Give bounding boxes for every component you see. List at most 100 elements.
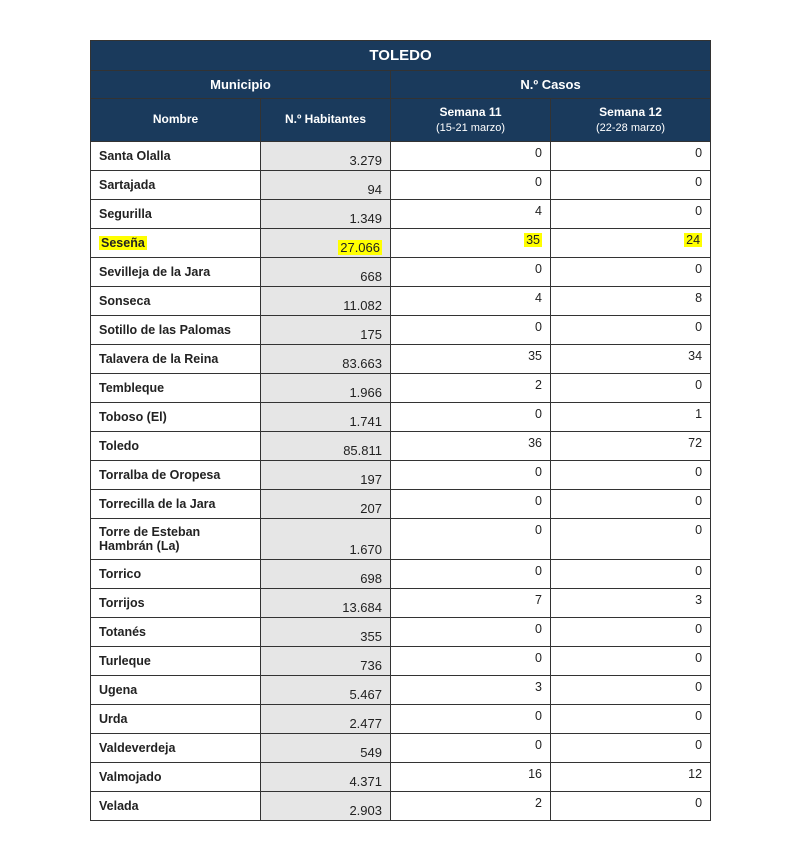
semana12-value: 0 — [695, 523, 702, 537]
table-row: Tembleque1.96620 — [91, 373, 711, 402]
table-row: Ugena5.46730 — [91, 675, 711, 704]
cell-habitantes: 698 — [261, 559, 391, 588]
cell-semana12: 3 — [551, 588, 711, 617]
semana11-value: 0 — [535, 564, 542, 578]
cell-nombre: Torrecilla de la Jara — [91, 489, 261, 518]
cell-nombre: Torrijos — [91, 588, 261, 617]
cell-semana11: 0 — [391, 460, 551, 489]
semana12-value: 0 — [695, 622, 702, 636]
cell-semana11: 0 — [391, 704, 551, 733]
habitantes-value: 5.467 — [349, 687, 382, 702]
habitantes-value: 175 — [360, 327, 382, 342]
semana12-value: 1 — [695, 407, 702, 421]
cell-semana12: 0 — [551, 199, 711, 228]
cell-nombre: Torre de Esteban Hambrán (La) — [91, 518, 261, 559]
semana12-value: 34 — [688, 349, 702, 363]
cell-semana12: 0 — [551, 733, 711, 762]
nombre-text: Urda — [99, 712, 127, 726]
table-row: Sonseca11.08248 — [91, 286, 711, 315]
col-header-semana12-range: (22-28 marzo) — [555, 121, 706, 135]
semana12-value: 0 — [695, 680, 702, 694]
cell-nombre: Seseña — [91, 228, 261, 257]
cell-nombre: Sonseca — [91, 286, 261, 315]
semana12-value: 0 — [695, 738, 702, 752]
cell-nombre: Turleque — [91, 646, 261, 675]
cell-nombre: Talavera de la Reina — [91, 344, 261, 373]
nombre-text: Segurilla — [99, 207, 152, 221]
nombre-text: Torrijos — [99, 596, 145, 610]
habitantes-value: 13.684 — [342, 600, 382, 615]
nombre-text: Valdeverdeja — [99, 741, 175, 755]
cell-semana11: 2 — [391, 791, 551, 820]
cell-habitantes: 2.477 — [261, 704, 391, 733]
table-title: TOLEDO — [91, 41, 711, 71]
col-header-semana11: Semana 11 (15-21 marzo) — [391, 99, 551, 142]
habitantes-value: 668 — [360, 269, 382, 284]
col-header-semana11-top: Semana 11 — [439, 105, 501, 119]
nombre-text: Sonseca — [99, 294, 150, 308]
cell-semana11: 2 — [391, 373, 551, 402]
nombre-text: Tembleque — [99, 381, 164, 395]
cell-semana12: 8 — [551, 286, 711, 315]
semana12-value: 0 — [695, 651, 702, 665]
cell-semana11: 0 — [391, 489, 551, 518]
semana12-value: 0 — [695, 796, 702, 810]
semana12-value: 0 — [695, 175, 702, 189]
habitantes-value: 1.349 — [349, 211, 382, 226]
semana11-value: 0 — [535, 709, 542, 723]
semana11-value: 0 — [535, 262, 542, 276]
table-row: Torrecilla de la Jara20700 — [91, 489, 711, 518]
nombre-text: Talavera de la Reina — [99, 352, 218, 366]
cell-semana11: 35 — [391, 344, 551, 373]
semana11-value: 35 — [528, 349, 542, 363]
cell-semana12: 34 — [551, 344, 711, 373]
cell-habitantes: 85.811 — [261, 431, 391, 460]
semana12-value: 72 — [688, 436, 702, 450]
habitantes-value: 94 — [368, 182, 382, 197]
habitantes-value: 83.663 — [342, 356, 382, 371]
table-row: Sartajada9400 — [91, 170, 711, 199]
nombre-text: Sevilleja de la Jara — [99, 265, 210, 279]
cell-nombre: Valdeverdeja — [91, 733, 261, 762]
nombre-text: Torrecilla de la Jara — [99, 497, 216, 511]
table-row: Toboso (El)1.74101 — [91, 402, 711, 431]
semana12-value: 0 — [695, 564, 702, 578]
habitantes-value: 1.741 — [349, 414, 382, 429]
table-row: Talavera de la Reina 83.663 35 34 — [91, 344, 711, 373]
cell-nombre: Sotillo de las Palomas — [91, 315, 261, 344]
nombre-text: Toledo — [99, 439, 139, 453]
nombre-text: Velada — [99, 799, 139, 813]
group-header-casos: N.º Casos — [391, 71, 711, 99]
cell-semana11: 0 — [391, 257, 551, 286]
cell-nombre: Torrico — [91, 559, 261, 588]
group-header-municipio: Municipio — [91, 71, 391, 99]
semana11-value: 2 — [535, 378, 542, 392]
cell-semana12: 0 — [551, 704, 711, 733]
cell-semana11: 0 — [391, 141, 551, 170]
semana12-value: 0 — [695, 146, 702, 160]
cell-nombre: Velada — [91, 791, 261, 820]
semana12-value: 12 — [688, 767, 702, 781]
table-row: Velada2.90320 — [91, 791, 711, 820]
nombre-text: Valmojado — [99, 770, 162, 784]
habitantes-value: 11.082 — [343, 298, 382, 313]
cell-habitantes: 1.670 — [261, 518, 391, 559]
cell-nombre: Segurilla — [91, 199, 261, 228]
nombre-text: Seseña — [99, 236, 147, 250]
table-row: Turleque73600 — [91, 646, 711, 675]
nombre-text: Totanés — [99, 625, 146, 639]
cell-habitantes: 1.966 — [261, 373, 391, 402]
cell-nombre: Totanés — [91, 617, 261, 646]
table-row: Santa Olalla3.27900 — [91, 141, 711, 170]
habitantes-value: 197 — [360, 472, 382, 487]
cell-semana12: 0 — [551, 460, 711, 489]
cell-semana12: 0 — [551, 257, 711, 286]
cell-habitantes: 736 — [261, 646, 391, 675]
col-header-semana12-top: Semana 12 — [599, 105, 662, 119]
cell-semana11: 0 — [391, 617, 551, 646]
cell-semana12: 12 — [551, 762, 711, 791]
semana12-value: 0 — [695, 494, 702, 508]
semana12-value: 0 — [695, 709, 702, 723]
cell-semana11: 35 — [391, 228, 551, 257]
cell-nombre: Toboso (El) — [91, 402, 261, 431]
